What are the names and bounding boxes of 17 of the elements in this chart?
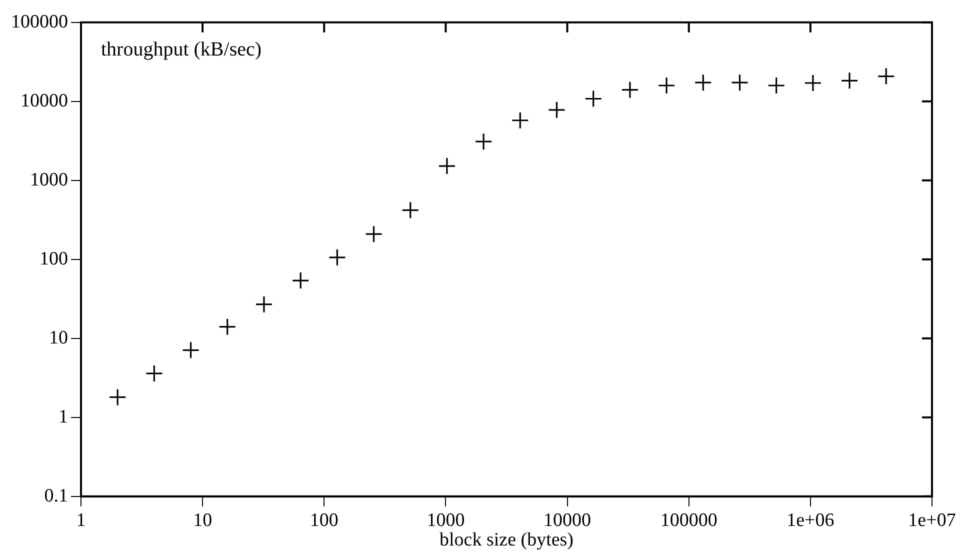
annotation: throughput (kB/sec) [101, 38, 262, 61]
y-tick-label: 1000 [30, 169, 68, 190]
x-tick-label: 1e+06 [786, 510, 834, 531]
x-tick-label: 1e+07 [908, 510, 956, 531]
x-tick-label: 1000 [426, 510, 465, 531]
x-tick-label: 1 [76, 510, 86, 531]
x-tick-label: 10000 [544, 510, 592, 531]
y-tick-label: 100 [40, 248, 68, 270]
y-tick-label: 0.1 [44, 485, 68, 506]
x-tick-label: 100 [310, 510, 338, 531]
y-tick-label: 10000 [20, 90, 68, 112]
x-tick-label: 100000 [660, 510, 718, 531]
x-axis-title: block size (bytes) [439, 530, 574, 551]
x-tick-label: 10 [193, 510, 212, 531]
y-tick-label: 100000 [11, 11, 68, 32]
y-tick-label: 10 [49, 327, 68, 348]
y-tick-label: 1 [58, 406, 68, 428]
